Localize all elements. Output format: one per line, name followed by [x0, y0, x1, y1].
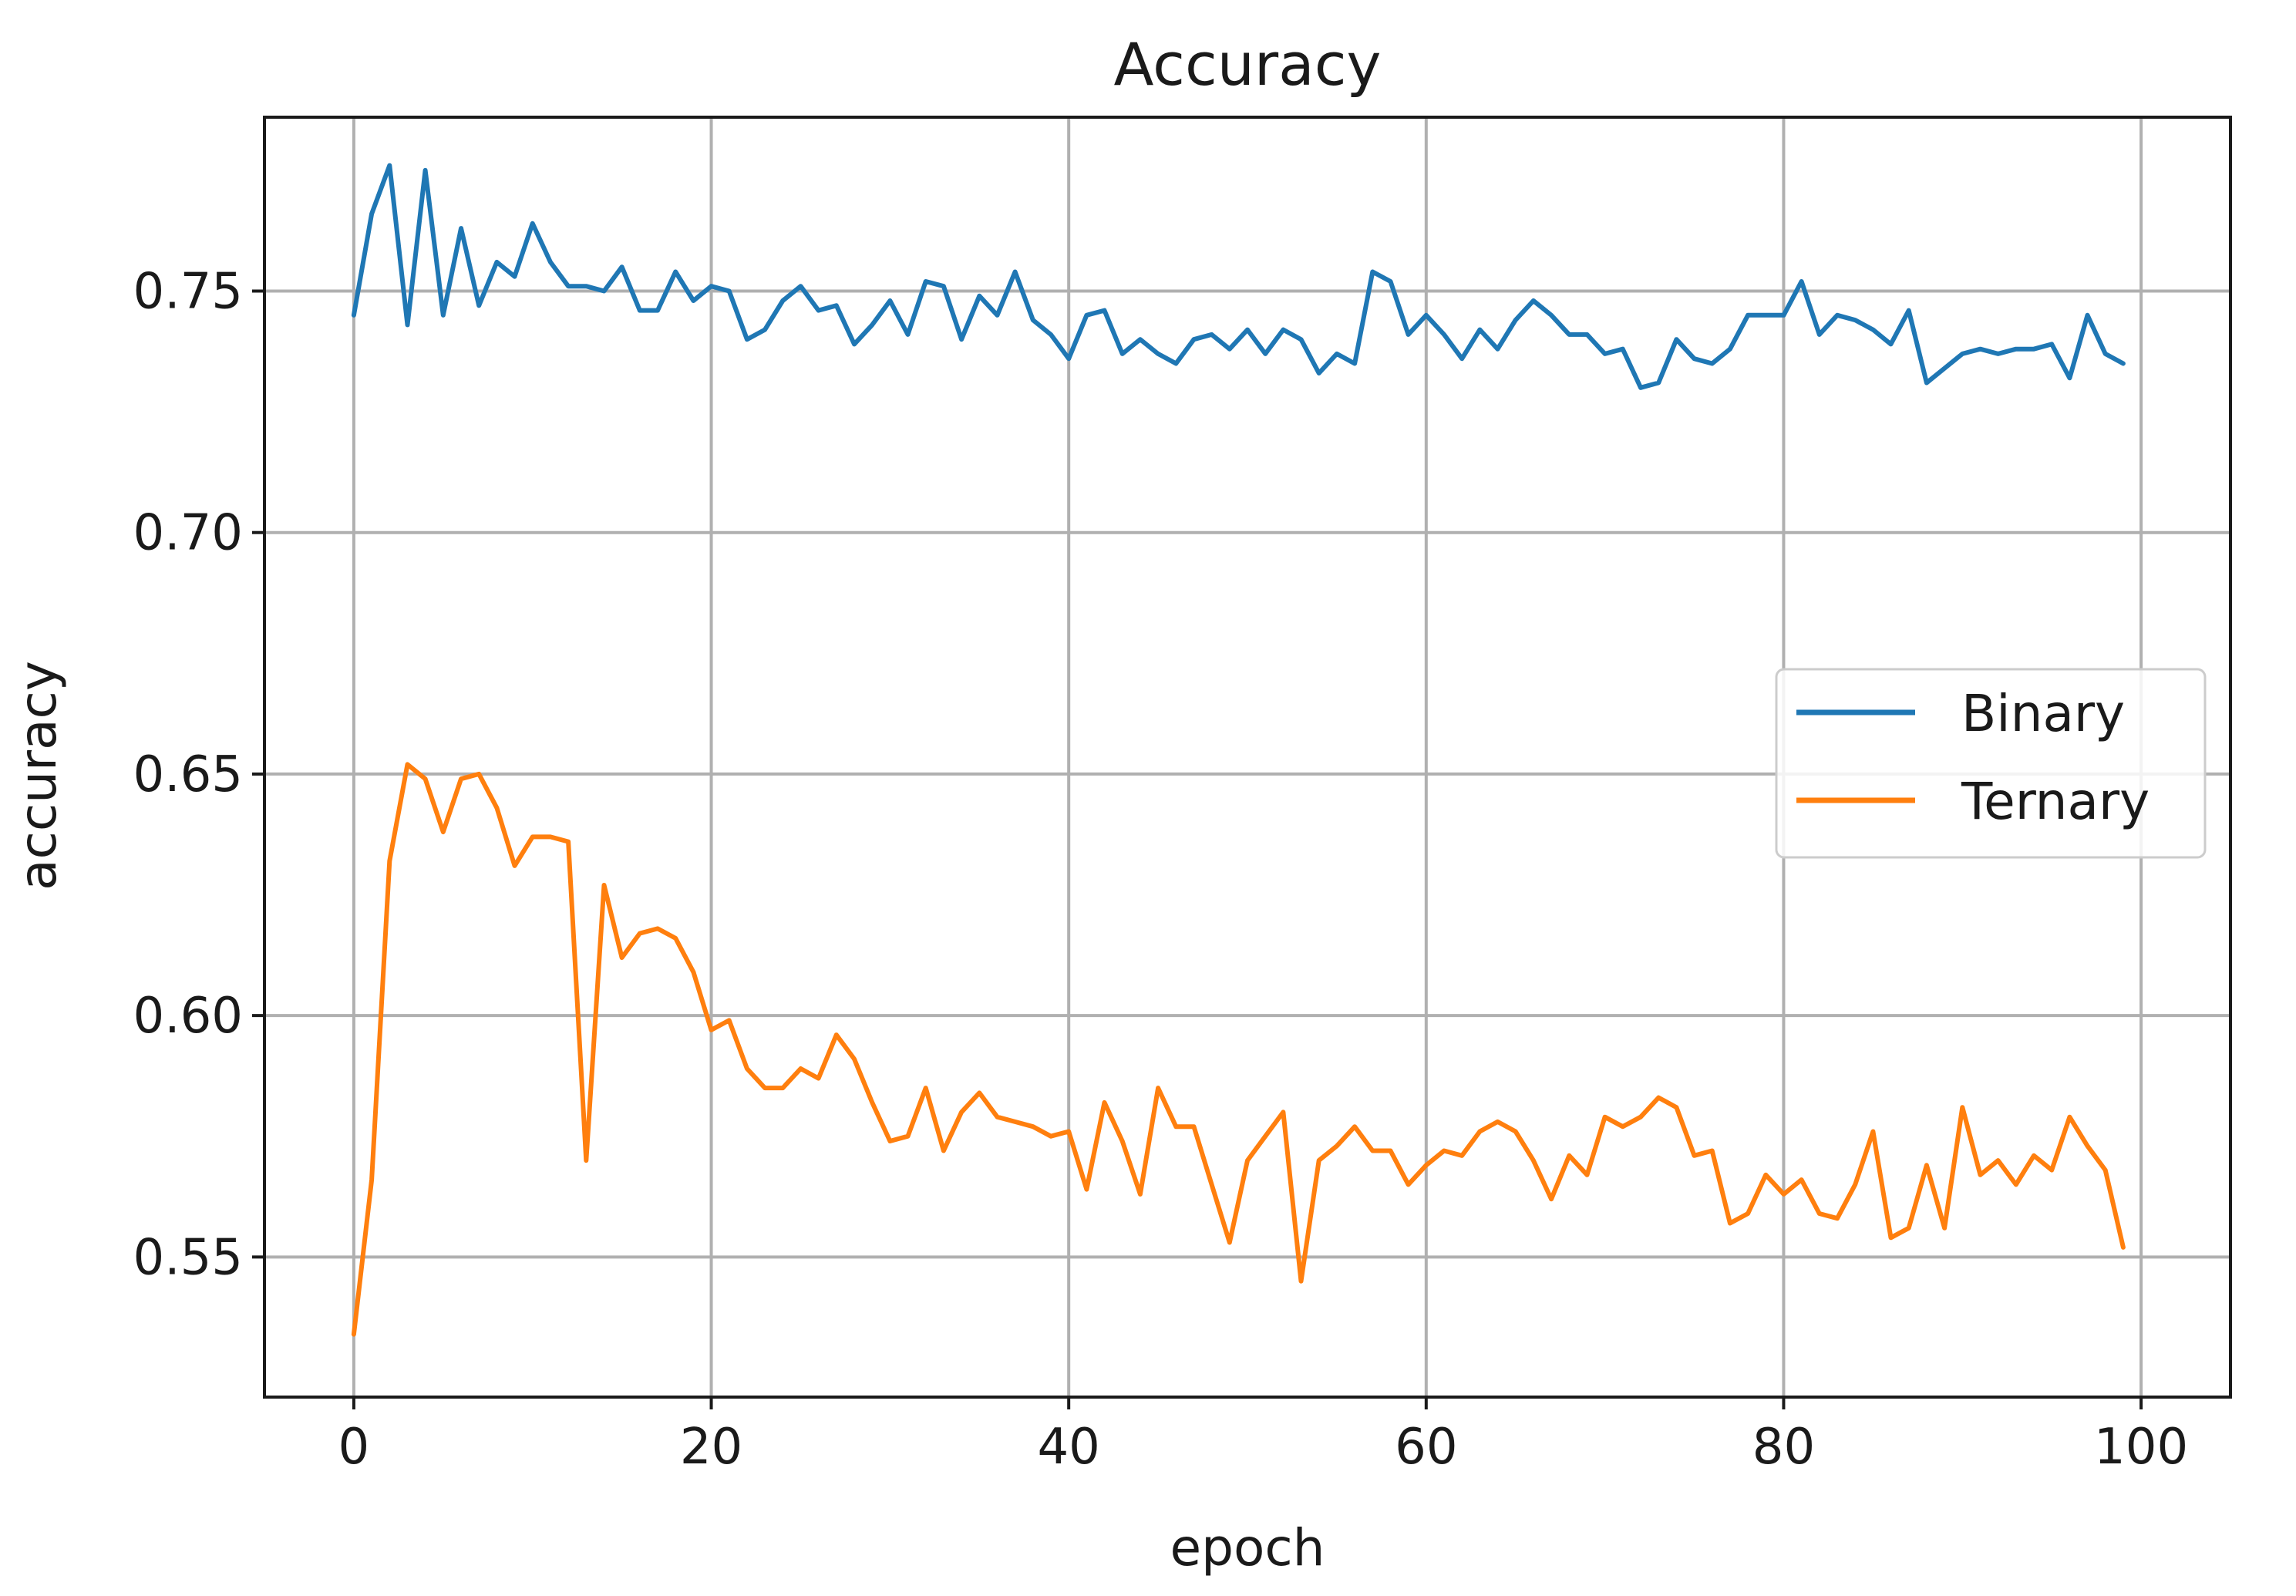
y-tick-label: 0.65 — [133, 746, 244, 803]
y-tick-label: 0.55 — [133, 1229, 244, 1286]
y-tick-label: 0.75 — [133, 264, 244, 321]
x-axis-title: epoch — [1170, 1518, 1325, 1577]
grid-lines — [264, 117, 2230, 1397]
axis-ticks: 0 20 40 60 80 100 0.55 0.60 0.65 0.70 0.75 — [133, 264, 2189, 1476]
chart-title: Accuracy — [1114, 30, 1382, 99]
series-lines — [351, 163, 2126, 1337]
x-tick-label: 20 — [680, 1419, 742, 1476]
y-tick-label: 0.70 — [133, 505, 244, 562]
y-axis-title: accuracy — [8, 661, 68, 891]
legend-ternary-label: Ternary — [1961, 772, 2150, 831]
x-tick-label: 100 — [2094, 1419, 2188, 1476]
series-line-ternary — [351, 762, 2126, 1337]
x-tick-label: 60 — [1395, 1419, 1457, 1476]
x-tick-label: 40 — [1037, 1419, 1099, 1476]
legend: Binary Ternary — [1775, 668, 2207, 859]
y-tick-label: 0.60 — [133, 988, 244, 1045]
plot-area-frame — [263, 116, 2232, 1399]
x-tick-label: 0 — [338, 1419, 370, 1476]
legend-binary-label: Binary — [1961, 684, 2125, 743]
series-line-binary — [351, 163, 2126, 390]
legend-box — [1775, 668, 2207, 859]
x-tick-label: 80 — [1752, 1419, 1815, 1476]
